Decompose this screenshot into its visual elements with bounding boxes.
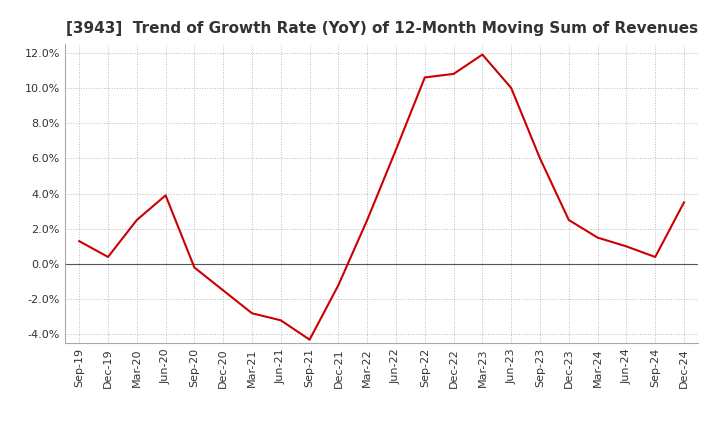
Title: [3943]  Trend of Growth Rate (YoY) of 12-Month Moving Sum of Revenues: [3943] Trend of Growth Rate (YoY) of 12-…: [66, 21, 698, 36]
